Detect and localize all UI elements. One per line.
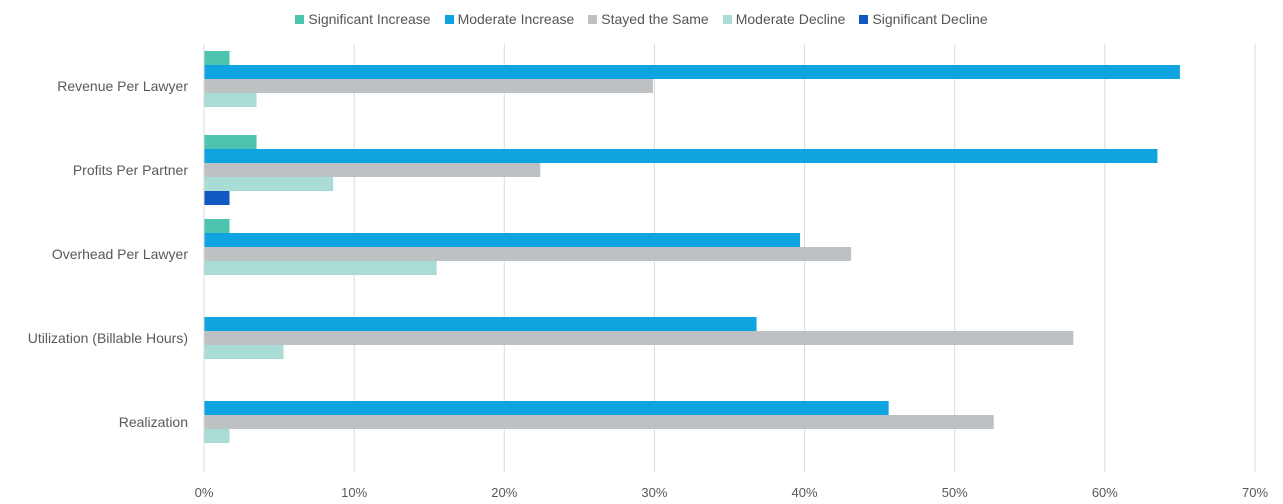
bar (204, 191, 230, 205)
bar (204, 79, 653, 93)
legend-swatch (588, 14, 598, 24)
x-tick-label: 20% (491, 485, 517, 500)
bar (204, 345, 284, 359)
bar (204, 317, 757, 331)
legend-swatch (722, 14, 732, 24)
legend-item: Moderate Decline (722, 11, 846, 27)
bar (204, 219, 230, 233)
x-tick-label: 30% (641, 485, 667, 500)
legend-label: Significant Decline (872, 11, 988, 27)
bar (204, 149, 1158, 163)
bar (204, 51, 230, 65)
legend-label: Significant Increase (308, 11, 431, 27)
legend-swatch (295, 14, 305, 24)
bar (204, 429, 230, 443)
legend-label: Moderate Increase (457, 11, 575, 27)
bar (204, 93, 257, 107)
legend-label: Moderate Decline (735, 11, 846, 27)
category-label: Profits Per Partner (73, 162, 188, 178)
bar (204, 163, 541, 177)
x-tick-label: 50% (942, 485, 968, 500)
legend-swatch (444, 14, 454, 24)
chart-legend: Significant Increase Moderate Increase Sta… (0, 9, 1283, 29)
bar (204, 261, 437, 275)
bar (204, 331, 1074, 345)
bar (204, 135, 257, 149)
category-label: Realization (119, 414, 188, 430)
x-tick-label: 0% (195, 485, 214, 500)
bar (204, 65, 1180, 79)
legend-item: Moderate Increase (444, 11, 575, 27)
legend-item: Significant Increase (295, 11, 431, 27)
category-label: Revenue Per Lawyer (57, 78, 188, 94)
x-tick-label: 10% (341, 485, 367, 500)
x-tick-label: 40% (792, 485, 818, 500)
category-label: Overhead Per Lawyer (52, 246, 189, 262)
bar (204, 415, 994, 429)
x-tick-label: 60% (1092, 485, 1118, 500)
legend-swatch (859, 14, 869, 24)
x-tick-label: 70% (1242, 485, 1268, 500)
legend-label: Stayed the Same (601, 11, 709, 27)
bar (204, 233, 801, 247)
bar (204, 247, 852, 261)
bar (204, 177, 334, 191)
bar (204, 401, 889, 415)
legend-item: Significant Decline (859, 11, 988, 27)
legend-item: Stayed the Same (588, 11, 709, 27)
category-label: Utilization (Billable Hours) (28, 330, 188, 346)
